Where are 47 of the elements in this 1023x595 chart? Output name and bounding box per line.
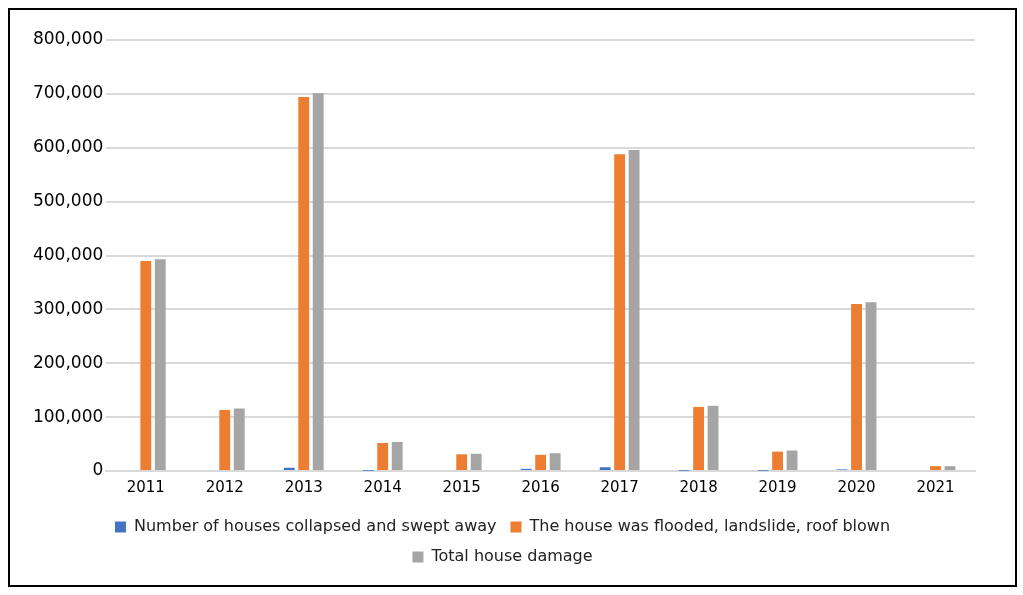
- x-tick-label: 2018: [679, 477, 718, 496]
- y-tick-label: 300,000: [32, 297, 104, 318]
- bar: [298, 97, 310, 470]
- bar: [614, 154, 626, 470]
- y-tick-label: 800,000: [32, 28, 104, 49]
- bar: [851, 303, 862, 470]
- bar: [219, 410, 231, 470]
- bar: [456, 454, 468, 470]
- bar: [707, 405, 719, 470]
- bar: [628, 149, 640, 470]
- x-tick-label: 2016: [521, 477, 560, 496]
- bar: [283, 467, 295, 470]
- bar: [140, 260, 152, 470]
- y-tick-label: 0: [92, 459, 104, 480]
- x-tick-label: 2019: [758, 477, 797, 496]
- x-tick-label: 2020: [837, 477, 876, 496]
- y-tick-label: 500,000: [32, 190, 104, 211]
- bar: [930, 466, 941, 470]
- bar: [470, 453, 482, 470]
- y-tick-label: 200,000: [32, 351, 104, 372]
- x-tick-label: 2017: [600, 477, 639, 496]
- y-tick-label: 400,000: [32, 243, 104, 264]
- bar: [786, 450, 798, 470]
- bar: [312, 93, 324, 470]
- y-tick-label: 700,000: [32, 82, 104, 103]
- x-tick-label: 2015: [442, 477, 481, 496]
- legend-label: Total house damage: [430, 546, 593, 566]
- y-tick-label: 600,000: [32, 136, 104, 157]
- bar: [154, 259, 166, 470]
- bar: [549, 453, 561, 470]
- bar: [944, 466, 956, 470]
- bar: [233, 408, 245, 470]
- bar: [391, 441, 403, 470]
- x-tick-label: 2021: [916, 477, 955, 496]
- x-tick-label: 2012: [205, 477, 244, 496]
- legend-label: The house was flooded, landslide, roof blown: [528, 516, 891, 536]
- x-tick-label: 2011: [126, 477, 165, 496]
- y-tick-label: 100,000: [32, 405, 104, 426]
- bar: [865, 302, 877, 470]
- bar: [535, 454, 547, 470]
- bar: [772, 451, 783, 470]
- bar: [693, 406, 705, 470]
- legend-label: Number of houses collapsed and swept away: [133, 516, 497, 536]
- bar: [377, 442, 389, 470]
- x-tick-label: 2014: [363, 477, 402, 496]
- bar: [599, 467, 611, 470]
- x-tick-label: 2013: [284, 477, 323, 496]
